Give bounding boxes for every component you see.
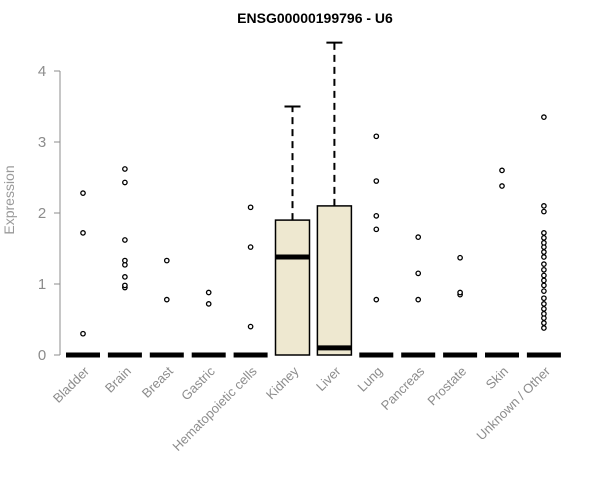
outlier-point <box>205 301 212 307</box>
outlier-point <box>122 257 128 264</box>
outlier-point <box>541 266 547 273</box>
outlier-point <box>457 254 463 261</box>
box-body <box>316 205 353 356</box>
x-tick-label: Bladder <box>50 363 93 406</box>
outlier-point <box>541 288 547 294</box>
outlier-point <box>122 274 128 280</box>
box-hematopoietic-cells <box>233 204 268 358</box>
x-tick-label: Prostate <box>424 364 469 409</box>
outlier-point <box>247 204 254 211</box>
box-lung <box>359 133 394 358</box>
outlier-point <box>373 178 380 184</box>
x-tick-label: Gastric <box>178 363 218 403</box>
outlier-point <box>80 230 86 236</box>
outlier-point <box>373 133 380 140</box>
outlier-point <box>122 179 128 186</box>
outlier-point <box>499 183 505 189</box>
outlier-point <box>80 330 86 337</box>
outlier-point <box>541 295 547 302</box>
outlier-point <box>541 239 547 246</box>
outlier-point <box>163 296 170 303</box>
outlier-point <box>499 167 505 174</box>
outlier-point <box>541 325 547 331</box>
y-tick-label: 0 <box>38 347 46 364</box>
outlier-point <box>415 270 422 277</box>
outlier-point <box>541 272 547 279</box>
outlier-point <box>541 305 547 312</box>
outlier-point <box>122 166 128 172</box>
outlier-point <box>541 320 547 326</box>
x-tick-label: Skin <box>483 364 511 392</box>
x-tick-label: Breast <box>139 363 176 400</box>
outlier-point <box>541 261 547 267</box>
x-tick-label: Liver <box>313 363 344 394</box>
y-tick-label: 3 <box>38 134 46 151</box>
box-kidney <box>274 105 311 356</box>
y-axis: 0 1 2 3 4 <box>38 63 61 364</box>
outlier-point <box>163 257 170 264</box>
outlier-point <box>373 212 380 219</box>
y-axis-label: Expression <box>1 165 17 234</box>
outlier-point <box>247 323 254 330</box>
outlier-point <box>541 249 547 255</box>
outlier-point <box>541 310 547 317</box>
box-breast <box>149 257 184 358</box>
box-gastric <box>191 289 226 358</box>
outlier-point <box>205 289 212 296</box>
outlier-point <box>541 301 547 307</box>
outlier-point <box>541 282 547 289</box>
outlier-point <box>373 296 380 303</box>
outlier-point <box>122 282 128 289</box>
x-tick-label: Lung <box>354 364 385 395</box>
outlier-point <box>415 296 422 303</box>
x-tick-label: Pancreas <box>378 363 428 413</box>
x-tick-label: Unknown / Other <box>473 363 553 443</box>
outlier-point <box>541 277 547 284</box>
box-unknown-other <box>526 114 561 358</box>
outlier-point <box>373 226 380 233</box>
outlier-point <box>247 244 254 250</box>
x-tick-label: Brain <box>102 364 134 396</box>
outlier-point <box>541 203 547 209</box>
outlier-point <box>541 114 547 121</box>
outlier-point <box>541 230 547 236</box>
outlier-point <box>80 190 86 196</box>
chart-title: ENSG00000199796 - U6 <box>237 10 393 26</box>
outlier-point <box>122 237 128 243</box>
box-skin <box>485 167 519 358</box>
box-bladder <box>66 190 100 358</box>
x-tick-label: Kidney <box>263 363 302 402</box>
y-tick-label: 2 <box>38 205 46 222</box>
box-body <box>274 219 311 356</box>
y-tick-label: 1 <box>38 276 46 293</box>
y-tick-label: 4 <box>38 63 46 80</box>
outlier-point <box>541 235 547 241</box>
outlier-point <box>541 208 547 215</box>
box-prostate <box>443 254 478 358</box>
boxes-layer <box>66 41 561 358</box>
box-brain <box>107 166 142 358</box>
outlier-point <box>415 234 422 240</box>
box-pancreas <box>401 234 436 358</box>
outlier-point <box>541 254 547 260</box>
box-liver <box>316 41 353 356</box>
outlier-point <box>457 289 463 296</box>
